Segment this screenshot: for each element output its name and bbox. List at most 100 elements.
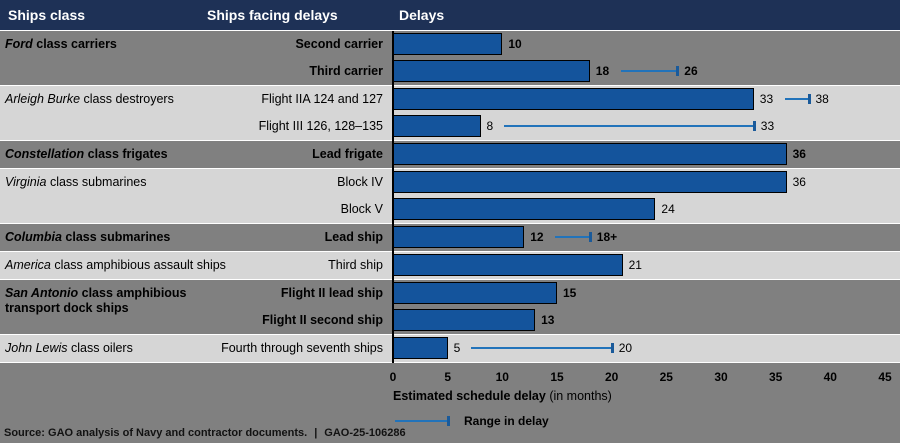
ship-class-name-rest: class carriers: [32, 37, 117, 51]
range-line: [471, 347, 612, 349]
ship-class-label-line2: transport dock ships: [5, 301, 129, 315]
x-axis-tick-label: 0: [389, 370, 397, 384]
ship-class-group: Constellation class frigates Lead frigate…: [0, 141, 900, 169]
ship-class-group: John Lewis class oilers Fourth through se…: [0, 335, 900, 363]
ship-class-label: John Lewis class oilers: [0, 335, 200, 362]
ship-label: Flight II second ship: [262, 313, 383, 327]
range-cap: [610, 343, 614, 353]
range-line: [620, 70, 678, 72]
delay-bar: [393, 33, 503, 55]
range-line-legend-icon: [395, 420, 447, 422]
ship-class-label: Columbia class submarines: [0, 224, 200, 251]
source-text: Source: GAO analysis of Navy and contrac…: [4, 427, 308, 439]
ship-class-label-line: Virginia class submarines: [5, 175, 200, 190]
x-axis-ticks: 0 5 10 15 20 25 30 35 40 45: [389, 370, 900, 384]
range-line: [555, 236, 590, 238]
bar-cell: 33 38: [393, 86, 900, 113]
delay-value-label: 33: [759, 92, 774, 106]
ship-label: Lead ship: [324, 230, 383, 244]
ship-class-name-rest: class frigates: [84, 147, 168, 161]
delay-value-label: 12: [530, 230, 544, 244]
delay-bar: [393, 309, 536, 331]
bar-cell: 8 33: [393, 113, 900, 140]
x-axis-tick-label: 45: [878, 370, 892, 384]
ship-class-label-line: Constellation class frigates: [5, 147, 200, 162]
ship-class-group: Virginia class submarines Block IV 36 Block…: [0, 169, 900, 224]
ship-label: Block IV: [337, 175, 383, 189]
x-axis-tick-label: 10: [495, 370, 509, 384]
bar-cell: 5 20: [393, 335, 900, 362]
ship-class-group: San Antonio class amphibious transport do…: [0, 280, 900, 335]
range-cap: [588, 232, 592, 242]
ship-class-label-line: John Lewis class oilers: [5, 341, 200, 356]
ship-class-name-italic: San Antonio: [5, 286, 79, 300]
delay-value-label: 5: [453, 341, 461, 355]
x-axis-tick-label: 30: [714, 370, 728, 384]
source-line: Source: GAO analysis of Navy and contrac…: [4, 427, 406, 439]
range-max-label: 38: [815, 92, 829, 106]
delay-bar: [393, 60, 590, 82]
report-id: GAO-25-106286: [324, 427, 406, 439]
ship-label: Third ship: [328, 258, 383, 272]
range-cap: [807, 94, 811, 104]
table-header-row: Ships class Ships facing delays Delays: [0, 0, 900, 31]
ship-class-group: Ford class carriers Second carrier 10 Third…: [0, 31, 900, 86]
delay-value-label: 8: [486, 119, 494, 133]
delay-bar: [393, 171, 787, 193]
source-divider: |: [314, 427, 318, 439]
range-max-label: 26: [684, 64, 698, 78]
ship-label: Block V: [340, 202, 383, 216]
legend-label: Range in delay: [464, 414, 549, 428]
ship-class-label-line: America class amphibious assault ships: [5, 258, 226, 273]
delay-bar: [393, 254, 623, 276]
delay-bar: [393, 198, 656, 220]
delay-value-label: 36: [792, 147, 806, 161]
delay-bar: [393, 143, 787, 165]
ship-class-label: San Antonio class amphibious transport do…: [0, 280, 200, 334]
delay-value-label: 18: [595, 64, 610, 78]
header-ships-facing-delays: Ships facing delays: [207, 7, 338, 23]
ship-class-label: Arleigh Burke class destroyers: [0, 86, 200, 140]
delay-bar: [393, 115, 481, 137]
bar-cell: 12 18+: [393, 224, 900, 251]
ship-class-label-line: Ford class carriers: [5, 37, 200, 52]
ship-class-label: Ford class carriers: [0, 31, 200, 85]
chart-rows: Ford class carriers Second carrier 10 Third…: [0, 31, 900, 363]
x-axis-tick-label: 35: [769, 370, 783, 384]
delay-value-label: 15: [563, 286, 577, 300]
bar-cell: 13: [393, 307, 900, 334]
ship-class-label-line: Arleigh Burke class destroyers: [5, 92, 200, 107]
ship-class-name-italic: America: [5, 258, 51, 272]
range-line: [504, 125, 754, 127]
x-axis-title-unit: (in months): [545, 389, 612, 403]
ship-class-label-line: Columbia class submarines: [5, 230, 200, 245]
ship-class-label: Constellation class frigates: [0, 141, 200, 168]
bar-cell: 24: [393, 196, 900, 223]
legend: Range in delay: [395, 414, 900, 428]
ship-class-name-rest: class amphibious assault ships: [50, 258, 226, 272]
ship-class-group: Columbia class submarines Lead ship 12 18+: [0, 224, 900, 252]
x-axis-tick-label: 20: [605, 370, 619, 384]
ship-label: Fourth through seventh ships: [221, 341, 383, 355]
ship-class-label: America class amphibious assault ships: [0, 252, 226, 279]
ship-label: Flight IIA 124 and 127: [261, 92, 383, 106]
ship-label: Flight II lead ship: [280, 286, 383, 300]
ship-class-name-italic: Arleigh Burke: [5, 92, 81, 106]
bar-cell: 36: [393, 141, 900, 168]
x-axis-title: Estimated schedule delay (in months): [393, 389, 900, 403]
x-axis-tick-label: 15: [550, 370, 564, 384]
range-max-label: 20: [618, 341, 633, 355]
delay-bar: [393, 337, 448, 359]
ship-class-name-rest: class amphibious: [78, 286, 187, 300]
ship-label: Lead frigate: [312, 147, 383, 161]
x-axis-tick-label: 5: [444, 370, 452, 384]
ship-class-name-italic: Virginia: [5, 175, 47, 189]
delay-value-label: 24: [661, 202, 675, 216]
ship-label: Third carrier: [309, 64, 383, 78]
range-cap-legend-icon: [447, 416, 450, 426]
ship-class-label: Virginia class submarines: [0, 169, 200, 223]
ship-class-group: Arleigh Burke class destroyers Flight IIA…: [0, 86, 900, 141]
bar-cell: 36: [393, 169, 900, 196]
ship-label: Flight III 126, 128–135: [258, 119, 383, 133]
